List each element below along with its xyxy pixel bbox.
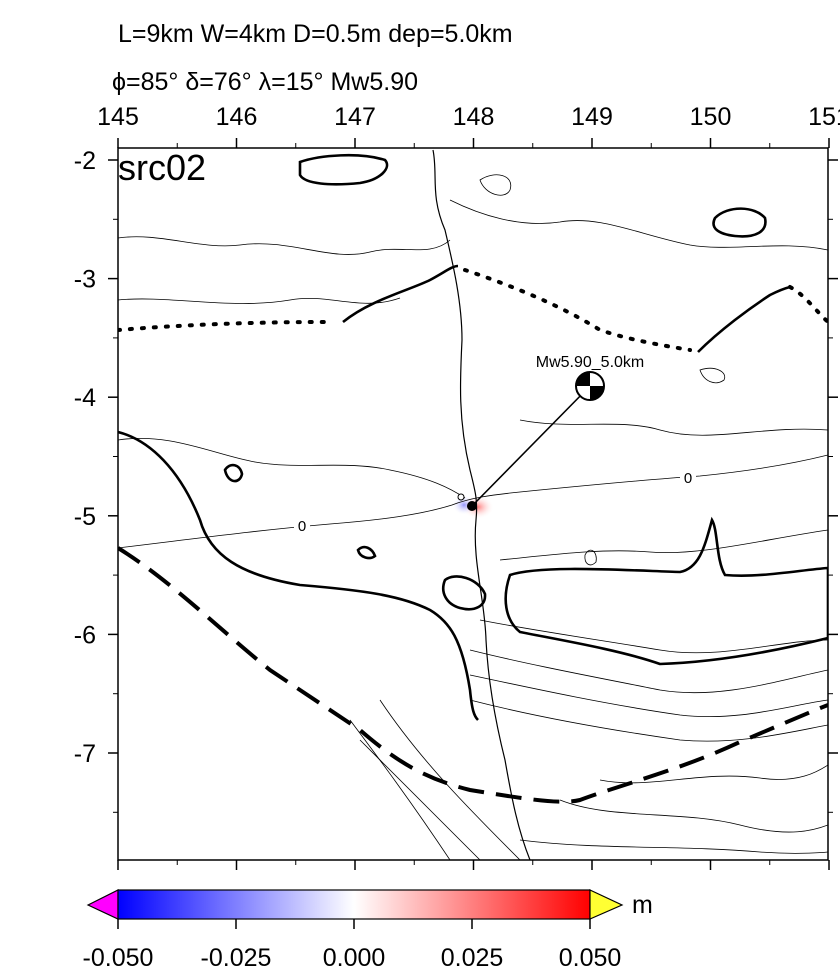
- thin-contours: [118, 174, 828, 860]
- colorbar-tick-label: 0.025: [441, 944, 504, 972]
- y-axis: -2 -3 -4 -5 -6 -7: [74, 147, 838, 813]
- x-tick-label: 150: [690, 103, 732, 131]
- title-line-2: ϕ=85° δ=76° λ=15° Mw5.90: [112, 68, 418, 96]
- small-marker: [457, 493, 465, 501]
- colorbar-tick-label: 0.050: [559, 944, 622, 972]
- contour-label: 0: [298, 518, 306, 535]
- beachball-icon: [575, 371, 605, 401]
- colorbar: m -0.050 -0.025 0.000 0.025 0.050: [83, 889, 653, 972]
- y-tick-label: -5: [74, 503, 96, 531]
- epicenter-marker: [467, 501, 477, 511]
- contour-label-bg: [680, 468, 696, 486]
- colorbar-tick-label: 0.000: [323, 944, 386, 972]
- x-tick-label: 151: [808, 103, 840, 131]
- y-tick-label: -7: [74, 740, 96, 768]
- panel-label: src02: [118, 147, 206, 188]
- y-tick-label: -4: [74, 384, 96, 412]
- colorbar-tick-label: -0.025: [201, 944, 272, 972]
- y-tick-label: -6: [74, 621, 96, 649]
- dashed-trench: [118, 546, 828, 804]
- colorbar-gradient: [117, 889, 591, 920]
- x-tick-label: 149: [571, 103, 613, 131]
- colorbar-unit: m: [632, 891, 653, 919]
- y-tick-label: -3: [74, 266, 96, 294]
- colorbar-tick-label: -0.050: [83, 944, 154, 972]
- x-tick-label: 147: [334, 103, 376, 131]
- event-label: Mw5.90_5.0km: [536, 354, 645, 371]
- x-tick-label: 145: [97, 103, 139, 131]
- contour-label-bg: [294, 516, 310, 534]
- x-axis: 145 146 147 148 149 150 151: [97, 103, 840, 870]
- x-tick-label: 148: [453, 103, 495, 131]
- event-link-line: [471, 385, 591, 507]
- colorbar-ticks: -0.050 -0.025 0.000 0.025 0.050: [83, 919, 622, 972]
- colorbar-overflow-triangle: [589, 889, 624, 920]
- map-area: 0 0 Mw5.90_5.0km src02: [118, 147, 828, 860]
- dotted-boundaries: [118, 268, 828, 352]
- colorbar-underflow-triangle: [86, 889, 119, 920]
- title-line-1: L=9km W=4km D=0.5m dep=5.0km: [118, 20, 513, 48]
- contour-label: 0: [684, 470, 692, 487]
- y-tick-label: -2: [74, 147, 96, 175]
- x-tick-label: 146: [216, 103, 258, 131]
- thick-contours: [118, 153, 828, 721]
